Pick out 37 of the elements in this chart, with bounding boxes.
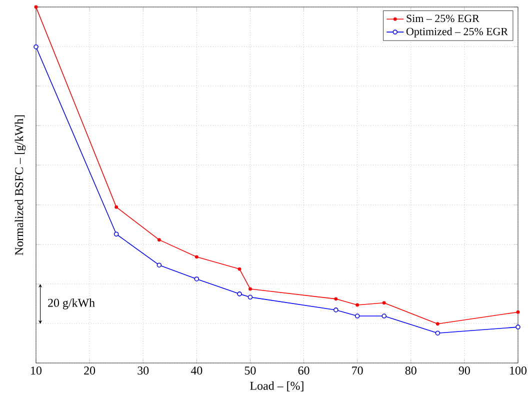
point: [248, 294, 253, 300]
point: [516, 310, 520, 314]
point: [334, 308, 338, 312]
point: [34, 5, 38, 9]
legend-label: Optimized – 25% EGR: [406, 28, 508, 38]
legend-label: Sim – 25% EGR: [406, 14, 480, 22]
point: [354, 314, 360, 318]
x-tick-label: 80: [405, 366, 416, 375]
y-axis-title: Normalized BSFC – [g/kWh]: [14, 115, 26, 256]
annotation: 20 g/kWh: [48, 298, 95, 310]
x-tick-label: 100: [510, 366, 526, 375]
x-tick-label: 70: [352, 366, 363, 375]
point: [156, 262, 162, 268]
x-axis-title: Load – [%]: [250, 381, 304, 392]
point: [34, 44, 38, 50]
point: [356, 303, 360, 307]
point: [382, 301, 386, 305]
point: [435, 330, 440, 336]
x-tick-label: 10: [31, 366, 42, 375]
point: [334, 297, 338, 301]
x-tick-label: 50: [244, 366, 256, 375]
point: [248, 287, 252, 291]
point: [238, 267, 242, 271]
point: [157, 238, 161, 242]
point: [194, 276, 200, 282]
x-tick-label: 60: [298, 366, 310, 375]
point: [114, 205, 118, 209]
point: [237, 292, 242, 296]
point: [194, 255, 198, 259]
x-tick-label: 30: [138, 366, 149, 375]
point: [436, 322, 440, 326]
point: [114, 232, 119, 237]
x-tick-label: 20: [84, 366, 96, 375]
point: [516, 324, 520, 330]
x-tick-label: 40: [190, 366, 202, 375]
point: [382, 314, 386, 318]
x-tick-label: 90: [458, 366, 470, 375]
